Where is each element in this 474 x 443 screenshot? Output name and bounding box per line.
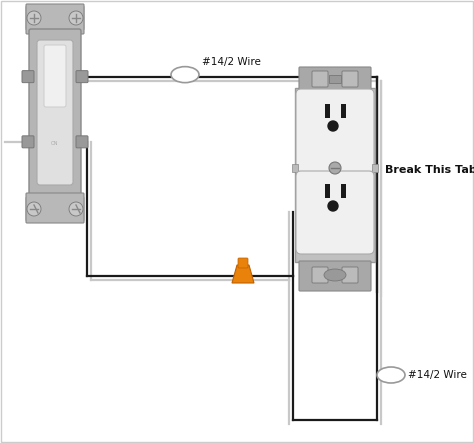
Circle shape <box>328 121 338 131</box>
Ellipse shape <box>171 66 199 83</box>
Circle shape <box>27 11 41 25</box>
FancyBboxPatch shape <box>26 193 84 223</box>
Bar <box>325 184 330 198</box>
FancyBboxPatch shape <box>22 70 34 83</box>
Ellipse shape <box>324 269 346 281</box>
Bar <box>295 88 375 262</box>
FancyBboxPatch shape <box>342 267 358 283</box>
FancyBboxPatch shape <box>26 197 42 221</box>
Bar <box>329 75 341 83</box>
FancyBboxPatch shape <box>299 261 371 291</box>
Circle shape <box>69 11 83 25</box>
Text: #14/2 Wire: #14/2 Wire <box>202 57 261 66</box>
FancyBboxPatch shape <box>26 4 84 34</box>
FancyBboxPatch shape <box>76 136 88 148</box>
FancyBboxPatch shape <box>68 197 84 221</box>
Bar <box>292 164 298 172</box>
Circle shape <box>328 201 338 211</box>
Circle shape <box>329 162 341 174</box>
FancyBboxPatch shape <box>296 171 374 254</box>
Text: #14/2 Wire: #14/2 Wire <box>408 370 467 380</box>
FancyBboxPatch shape <box>44 45 66 107</box>
FancyBboxPatch shape <box>342 71 358 87</box>
Text: Break This Tab: Break This Tab <box>385 165 474 175</box>
FancyBboxPatch shape <box>76 70 88 83</box>
Bar <box>372 164 378 172</box>
FancyBboxPatch shape <box>238 258 248 268</box>
Bar <box>341 104 346 118</box>
FancyBboxPatch shape <box>312 267 328 283</box>
Polygon shape <box>232 265 254 283</box>
FancyBboxPatch shape <box>68 6 84 30</box>
FancyBboxPatch shape <box>299 67 371 91</box>
Text: ON: ON <box>51 140 59 146</box>
Ellipse shape <box>377 367 405 383</box>
Circle shape <box>69 202 83 216</box>
FancyBboxPatch shape <box>296 89 374 172</box>
FancyBboxPatch shape <box>22 136 34 148</box>
FancyBboxPatch shape <box>312 71 328 87</box>
Bar <box>341 184 346 198</box>
Bar <box>325 104 330 118</box>
FancyBboxPatch shape <box>37 40 73 185</box>
FancyBboxPatch shape <box>29 29 81 196</box>
FancyBboxPatch shape <box>26 6 42 30</box>
Circle shape <box>27 202 41 216</box>
